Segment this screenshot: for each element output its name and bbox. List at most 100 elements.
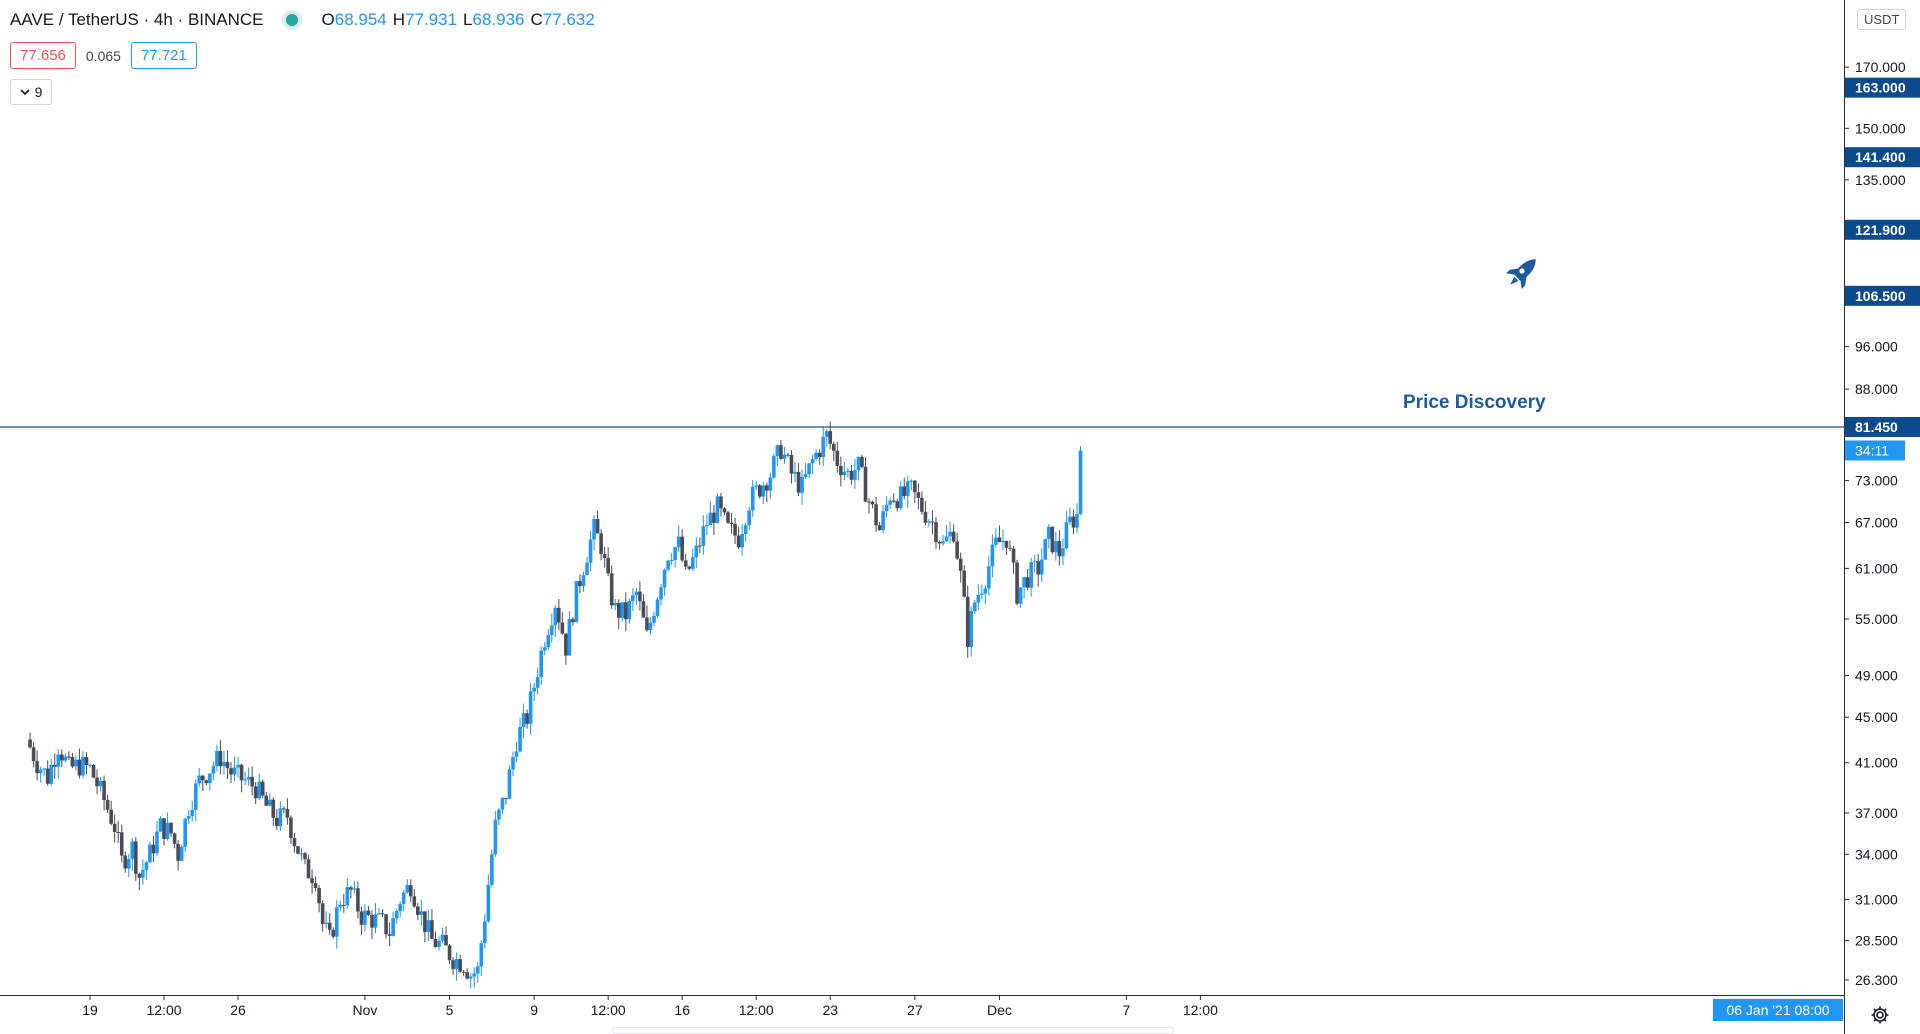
price-tick-label: 31.000 — [1855, 891, 1898, 907]
candle-body — [70, 756, 75, 767]
candle-body — [211, 766, 216, 774]
candle-body — [334, 907, 339, 937]
candle-body — [497, 809, 501, 820]
candle-body — [423, 911, 427, 932]
candle-body — [1008, 547, 1012, 549]
candle-body — [465, 972, 469, 979]
gear-icon[interactable] — [1870, 1005, 1890, 1025]
price-level-box — [1845, 77, 1920, 98]
low-value: 68.936 — [472, 10, 525, 29]
candle-body — [239, 764, 244, 781]
candle-body — [130, 841, 135, 859]
candle-body — [722, 508, 727, 513]
time-tick-label: 27 — [907, 1002, 923, 1018]
candle-body — [42, 768, 46, 770]
price-tick-label: 170.000 — [1855, 59, 1906, 75]
candle-body — [475, 966, 480, 974]
time-tick-label: 12:00 — [591, 1002, 626, 1018]
indicators-toggle-button[interactable]: 9 — [10, 79, 52, 105]
price-tick-label: 41.000 — [1855, 755, 1898, 771]
price-tick-label: 88.000 — [1855, 381, 1898, 397]
candle-body — [84, 757, 89, 766]
candle-body — [419, 911, 424, 915]
symbol-title[interactable]: AAVE / TetherUS · 4h · BINANCE — [10, 10, 264, 29]
candle-body — [528, 691, 533, 724]
candle-body — [821, 436, 825, 458]
candle-body — [789, 454, 794, 474]
candle-body — [126, 858, 131, 869]
candle-body — [736, 535, 741, 548]
high-label: H — [392, 10, 406, 29]
candle-body — [567, 619, 572, 656]
candle-body — [609, 573, 614, 606]
candle-body — [511, 756, 515, 770]
price-tick-label: 26.300 — [1855, 972, 1898, 988]
candle-body — [641, 601, 646, 618]
price-level-label: 106.500 — [1855, 288, 1906, 304]
candle-body — [518, 727, 522, 752]
candle-body — [768, 477, 773, 491]
candle-body — [906, 481, 910, 496]
candle-body — [218, 750, 223, 767]
candle-body — [810, 458, 815, 464]
buy-button[interactable]: 77.721 — [130, 42, 197, 69]
price-axis[interactable]: 26.300 28.500 31.000 34.000 37.000 41.000 45.0… — [1844, 59, 1906, 988]
candle-body — [856, 456, 861, 471]
candle-body — [363, 910, 367, 925]
candle-body — [310, 878, 314, 884]
chart-scrollbar[interactable] — [612, 1027, 1174, 1034]
candle-body — [532, 687, 536, 692]
candle-body — [490, 854, 494, 885]
time-tick-label: Dec — [987, 1002, 1012, 1018]
candle-body — [88, 765, 92, 767]
rocket-icon[interactable] — [1503, 252, 1543, 292]
candle-body — [652, 615, 656, 623]
candle-body — [620, 602, 625, 618]
candle-body — [426, 920, 431, 932]
candle-body — [253, 786, 258, 799]
candle-body — [349, 887, 353, 890]
candle-body — [775, 445, 780, 457]
candle-body — [1039, 559, 1044, 575]
price-discovery-annotation[interactable]: Price Discovery — [1403, 392, 1546, 413]
candle-body — [141, 869, 145, 878]
candle-body — [687, 566, 692, 569]
candle-body — [779, 445, 783, 459]
candle-body — [867, 501, 871, 503]
candle-body — [694, 545, 699, 558]
currency-button[interactable]: USDT — [1857, 9, 1907, 30]
candle-body — [49, 764, 54, 784]
countdown-label: 34:11 — [1855, 442, 1889, 458]
price-tick-label: 61.000 — [1855, 560, 1898, 576]
candle-body — [581, 575, 586, 586]
candle-body — [1015, 562, 1019, 604]
open-value: 68.954 — [334, 10, 387, 29]
candle-body — [888, 500, 892, 505]
candle-body — [433, 938, 438, 947]
candle-body — [525, 713, 529, 724]
candle-body — [190, 809, 195, 817]
candle-body — [186, 816, 191, 819]
candle-body — [338, 904, 343, 908]
quote-panel: 77.656 0.065 77.721 — [10, 42, 197, 69]
price-tick-label: 67.000 — [1855, 515, 1898, 531]
candle-body — [539, 650, 543, 678]
candle-body — [683, 560, 688, 567]
candle-body — [271, 799, 276, 818]
candle-body — [624, 602, 628, 620]
candle-body — [750, 486, 755, 511]
candle-body — [740, 533, 744, 548]
time-axis[interactable]: 19 12:00 26 Nov 5 9 12:00 16 12:00 23 27 Dec 7 12:00 0… — [82, 995, 1843, 1021]
price-level-label: 163.000 — [1855, 80, 1906, 96]
candle-body — [444, 934, 448, 946]
candle-body — [835, 450, 840, 466]
candle-body — [1004, 540, 1009, 548]
candle-body — [1078, 450, 1083, 515]
candle-body — [204, 780, 209, 784]
candle-body — [468, 976, 473, 979]
candle-body — [831, 443, 836, 451]
candle-body — [1064, 522, 1069, 549]
candle-body — [648, 622, 653, 631]
sell-button[interactable]: 77.656 — [10, 42, 76, 69]
